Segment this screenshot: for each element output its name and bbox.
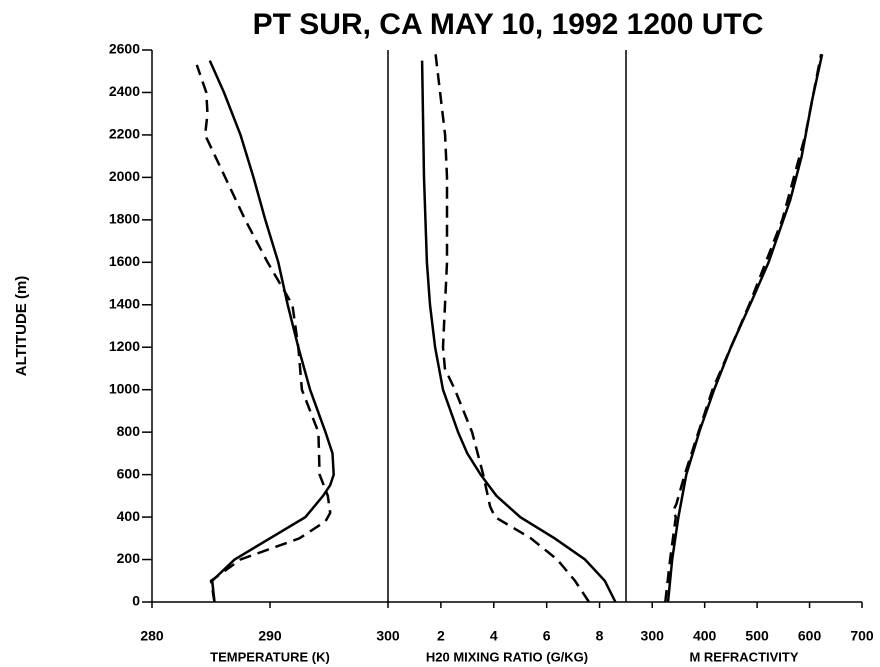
- y-tick-label: 0: [132, 593, 140, 609]
- x-tick-label: 300: [376, 628, 400, 644]
- x-axis-label: TEMPERATURE (K): [210, 649, 330, 664]
- x-tick-label: 500: [745, 628, 769, 644]
- x-tick-label: 8: [596, 628, 604, 644]
- profile-line: [666, 53, 824, 603]
- x-tick-label: 4: [490, 628, 498, 644]
- y-tick-label: 200: [117, 550, 141, 566]
- x-axis-label: M REFRACTIVITY: [689, 649, 798, 664]
- y-tick-label: 1200: [109, 338, 140, 354]
- profile-line: [433, 49, 591, 603]
- x-tick-label: 6: [543, 628, 551, 644]
- y-tick-label: 1000: [109, 380, 140, 396]
- x-tick-label: 300: [641, 628, 665, 644]
- x-axis-label: H20 MIXING RATIO (G/KG): [426, 649, 588, 664]
- y-tick-label: 2400: [109, 83, 140, 99]
- x-tick-label: 600: [798, 628, 822, 644]
- y-tick-label: 2200: [109, 126, 140, 142]
- x-tick-label: 280: [140, 628, 164, 644]
- y-tick-label: 2600: [109, 41, 140, 57]
- x-tick-label: 700: [850, 628, 874, 644]
- y-tick-label: 800: [117, 423, 141, 439]
- y-tick-label: 400: [117, 508, 141, 524]
- y-tick-label: 600: [117, 465, 141, 481]
- y-tick-label: 1600: [109, 253, 140, 269]
- x-tick-label: 290: [258, 628, 282, 644]
- x-tick-label: 400: [693, 628, 717, 644]
- profile-line: [664, 53, 823, 603]
- profile-line: [195, 64, 332, 603]
- profile-line: [420, 60, 617, 603]
- chart-title: PT SUR, CA MAY 10, 1992 1200 UTC: [253, 8, 764, 41]
- y-tick-label: 1400: [109, 295, 140, 311]
- profile-line: [208, 60, 335, 603]
- y-axis-label: ALTITUDE (m): [13, 276, 30, 377]
- y-tick-label: 1800: [109, 211, 140, 227]
- x-tick-label: 2: [437, 628, 445, 644]
- y-tick-label: 2000: [109, 168, 140, 184]
